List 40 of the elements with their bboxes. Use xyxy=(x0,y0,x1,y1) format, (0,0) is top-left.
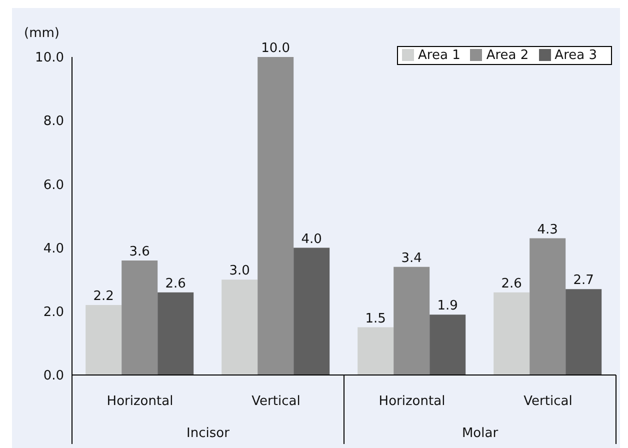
data-label: 4.3 xyxy=(537,222,558,238)
bar xyxy=(258,57,294,375)
text: Molar xyxy=(462,426,499,441)
x-tick-label: Horizontal xyxy=(106,394,174,409)
data-label: 1.5 xyxy=(365,311,386,326)
data-label: 2.6 xyxy=(501,276,522,292)
bar xyxy=(358,327,394,375)
bar xyxy=(494,292,530,375)
y-axis-title: (mm) xyxy=(24,26,60,41)
bar xyxy=(530,238,566,375)
data-label: 10.0 xyxy=(261,41,290,56)
y-tick-label: 6.0 xyxy=(43,178,64,193)
data-label: 2.7 xyxy=(573,273,594,288)
legend-label: Area 2 xyxy=(486,48,529,63)
bar xyxy=(430,314,466,375)
bar xyxy=(122,260,158,375)
data-label: 4.0 xyxy=(301,232,322,247)
data-label: 1.9 xyxy=(437,298,458,314)
legend-label: Area 3 xyxy=(554,48,597,63)
bar xyxy=(158,292,194,375)
legend-label: Area 1 xyxy=(418,48,460,63)
y-tick-label: 8.0 xyxy=(43,114,64,130)
y-tick-label: 2.0 xyxy=(43,305,64,320)
bar xyxy=(86,305,122,375)
bar xyxy=(394,266,430,375)
data-label: 3.6 xyxy=(129,244,150,260)
data-label: 3.4 xyxy=(401,250,422,266)
x-tick-label: Horizontal xyxy=(378,394,446,409)
data-label: 2.2 xyxy=(93,289,114,304)
bar xyxy=(294,248,330,375)
x-tick-label: Vertical xyxy=(252,394,300,409)
data-label: 2.6 xyxy=(165,276,186,292)
y-tick-label: 0.0 xyxy=(43,368,64,384)
bar xyxy=(222,280,258,375)
x-tick-label: Vertical xyxy=(524,394,572,409)
data-label: 3.0 xyxy=(229,264,250,279)
y-tick-label: 4.0 xyxy=(43,241,64,256)
y-tick-label: 10.0 xyxy=(35,50,64,66)
bar xyxy=(566,289,602,375)
text: Incisor xyxy=(186,426,230,441)
